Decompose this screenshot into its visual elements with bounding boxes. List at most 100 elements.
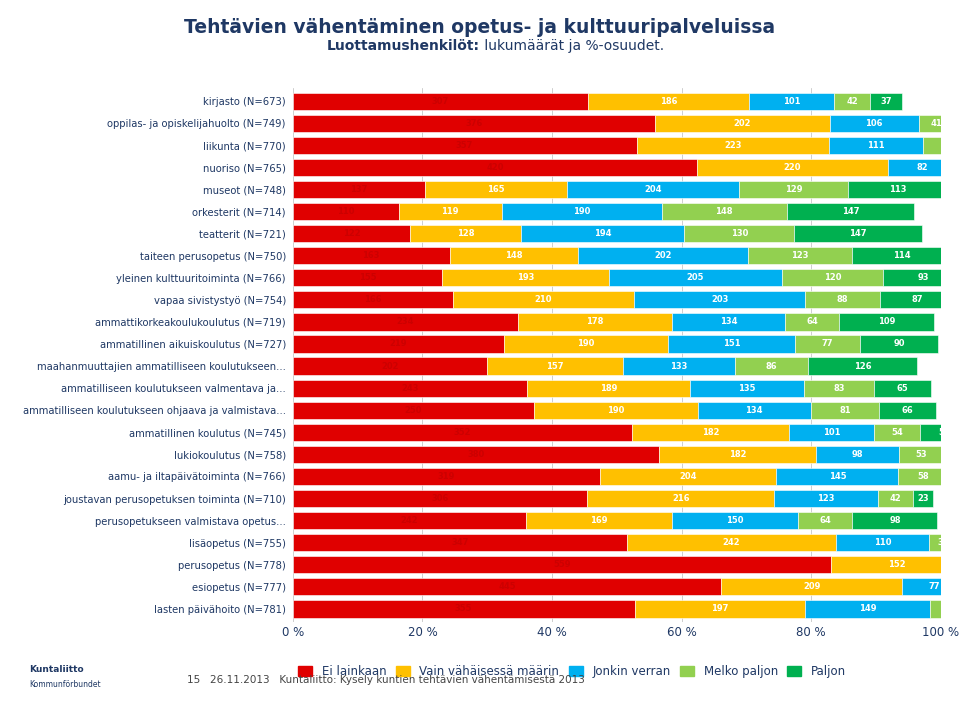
Bar [659,446,816,463]
Bar [879,401,936,419]
Bar [527,380,690,396]
Text: 66: 66 [902,406,914,415]
Text: 347: 347 [451,538,468,547]
Bar [293,247,449,264]
Bar [293,159,697,176]
Bar [293,314,518,330]
Text: 110: 110 [337,207,354,216]
Bar [829,115,919,131]
Text: 148: 148 [505,251,522,260]
Text: 106: 106 [866,119,883,128]
Bar [899,467,948,485]
Bar [410,225,521,243]
Text: 41: 41 [930,119,942,128]
Bar [627,534,836,551]
Bar [849,181,947,198]
Bar [526,512,672,529]
Text: 306: 306 [431,494,449,503]
Bar [578,247,748,264]
Text: 126: 126 [853,361,872,370]
Bar [293,380,527,396]
Text: 166: 166 [364,295,381,304]
Bar [852,247,950,264]
Text: 134: 134 [720,317,737,326]
Text: 55: 55 [940,141,952,150]
Text: 307: 307 [432,96,449,105]
Bar [775,490,877,507]
Text: 113: 113 [889,185,906,194]
Bar [293,357,488,375]
Bar [739,181,849,198]
Text: 420: 420 [487,163,504,172]
Text: 101: 101 [783,96,801,105]
Text: 77: 77 [928,582,940,591]
Text: 128: 128 [457,229,474,238]
Text: 193: 193 [516,273,534,282]
Text: 42: 42 [890,494,901,503]
Text: 150: 150 [727,516,744,525]
Text: 90: 90 [894,340,905,349]
Text: 210: 210 [535,295,552,304]
Text: 223: 223 [724,141,742,150]
Text: 194: 194 [594,229,612,238]
Bar [609,269,781,286]
Text: 319: 319 [438,472,455,481]
Bar [839,314,933,330]
Bar [877,490,913,507]
Bar [449,247,578,264]
Bar [795,335,860,353]
Bar [600,467,777,485]
Text: 101: 101 [823,428,840,437]
Bar [502,203,661,220]
Bar [672,314,785,330]
Bar [787,203,914,220]
Text: 219: 219 [390,340,407,349]
Text: 119: 119 [442,207,459,216]
Bar [852,512,937,529]
Text: 45: 45 [957,450,960,459]
Bar [293,335,504,353]
Text: 155: 155 [359,273,376,282]
Text: 197: 197 [711,605,729,614]
Text: 130: 130 [731,229,748,238]
Bar [293,401,534,419]
Text: 357: 357 [456,141,473,150]
Bar [956,159,960,176]
Text: 64: 64 [806,317,818,326]
Text: 83: 83 [833,384,845,393]
Bar [697,159,888,176]
Text: 151: 151 [723,340,740,349]
Text: 58: 58 [917,472,929,481]
Text: 147: 147 [850,229,867,238]
Text: 203: 203 [711,295,729,304]
Text: 15   26.11.2013   Kuntaliitto: Kysely kuntien tehtävien vähentämisestä 2013: 15 26.11.2013 Kuntaliitto: Kysely kuntie… [187,676,585,685]
Bar [816,446,899,463]
Text: 77: 77 [822,340,833,349]
Text: 205: 205 [686,273,704,282]
Text: 242: 242 [400,516,419,525]
Bar [883,269,960,286]
Bar [293,269,442,286]
Text: 352: 352 [453,428,471,437]
Bar [721,579,902,595]
Text: 163: 163 [363,251,380,260]
Text: 190: 190 [573,207,590,216]
Bar [735,357,808,375]
Bar [690,380,804,396]
Text: 190: 190 [577,340,594,349]
Text: 148: 148 [715,207,733,216]
Text: lukumäärät ja %-osuudet.: lukumäärät ja %-osuudet. [480,39,664,53]
Bar [794,225,922,243]
Text: 147: 147 [842,207,859,216]
Text: 204: 204 [644,185,662,194]
Text: 82: 82 [916,163,928,172]
Bar [944,446,960,463]
Text: 23: 23 [918,494,929,503]
Text: Tehtävien vähentäminen opetus- ja kulttuuripalveluissa: Tehtävien vähentäminen opetus- ja kulttu… [184,18,776,37]
Text: 88: 88 [837,295,849,304]
Text: 53: 53 [915,450,926,459]
Bar [902,579,960,595]
Bar [293,291,452,309]
Bar [748,247,852,264]
Text: 123: 123 [817,494,835,503]
